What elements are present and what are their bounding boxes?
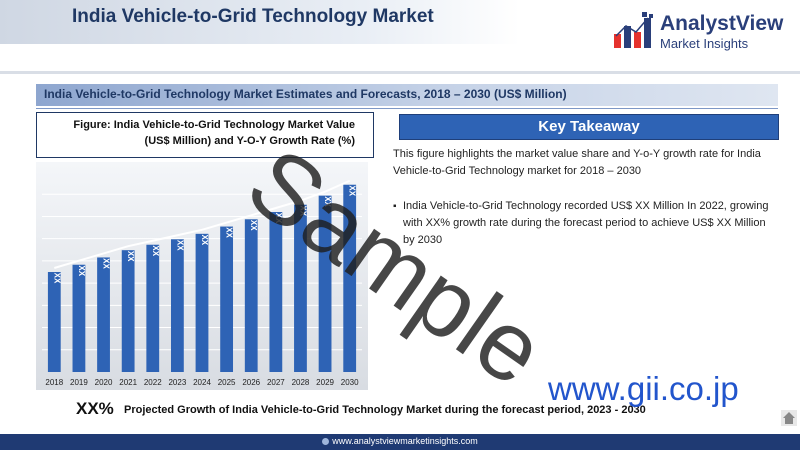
x-tick-2026: 2026 [242, 378, 260, 387]
gii-watermark-link[interactable]: www.gii.co.jp [548, 370, 739, 407]
header-band [0, 0, 520, 44]
bar-2027 [269, 212, 283, 372]
key-takeaway-header: Key Takeaway [399, 114, 779, 140]
page-title: India Vehicle-to-Grid Technology Market [72, 6, 434, 27]
section-underline [36, 108, 778, 109]
data-label-2020: XX [102, 258, 111, 269]
data-label-2025: XX [225, 227, 234, 238]
bar-2025 [220, 226, 234, 372]
x-tick-2020: 2020 [95, 378, 113, 387]
takeaway-bullet: ▪ India Vehicle-to-Grid Technology recor… [393, 198, 778, 249]
x-tick-2028: 2028 [292, 378, 310, 387]
section-bar: India Vehicle-to-Grid Technology Market … [36, 84, 778, 106]
x-tick-2018: 2018 [45, 378, 63, 387]
data-label-2029: XX [323, 196, 332, 207]
brand-name: AnalystView [660, 12, 784, 35]
x-tick-2029: 2029 [316, 378, 334, 387]
data-label-2023: XX [175, 240, 184, 251]
growth-value: XX% [76, 399, 114, 418]
globe-icon [322, 438, 330, 445]
key-takeaway-title: Key Takeaway [538, 118, 640, 135]
figure-caption-box: Figure: India Vehicle-to-Grid Technology… [36, 112, 374, 158]
bullet-icon: ▪ [393, 201, 397, 212]
bar-2023 [170, 239, 184, 372]
bar-chart-logo-icon [614, 12, 653, 48]
x-tick-2022: 2022 [144, 378, 162, 387]
bar-2021 [121, 250, 135, 372]
bar-2024 [195, 233, 209, 372]
bar-2018 [47, 272, 61, 372]
figure-caption: Figure: India Vehicle-to-Grid Technology… [73, 119, 355, 147]
footer-url[interactable]: www.analystviewmarketinsights.com [332, 436, 478, 446]
bar-chart: XX 2018 XX 2019 XX 2020 XX 2021 XX 2022 XX 2023 XX 20… [42, 179, 362, 387]
data-label-2026: XX [249, 220, 258, 231]
x-tick-2021: 2021 [119, 378, 137, 387]
x-tick-2030: 2030 [341, 378, 359, 387]
data-label-2028: XX [298, 205, 307, 216]
brand-logo[interactable]: AnalystView Market Insights [612, 6, 792, 56]
data-label-2019: XX [77, 265, 86, 276]
chart-panel: XX 2018 XX 2019 XX 2020 XX 2021 XX 2022 XX 2023 XX 20… [36, 162, 368, 390]
bar-2026 [244, 219, 258, 372]
section-title: India Vehicle-to-Grid Technology Market … [44, 87, 567, 101]
home-icon[interactable] [781, 410, 797, 426]
bar-2028 [294, 204, 307, 372]
growth-text: Projected Growth of India Vehicle-to-Gri… [124, 404, 646, 416]
brand-subtitle: Market Insights [660, 36, 749, 51]
takeaway-bullet-text: India Vehicle-to-Grid Technology recorde… [403, 200, 769, 246]
x-tick-2025: 2025 [218, 378, 236, 387]
x-tick-2024: 2024 [193, 378, 211, 387]
growth-trend-line [54, 179, 351, 269]
footer-link[interactable]: www.analystviewmarketinsights.com [0, 436, 800, 446]
x-tick-2019: 2019 [70, 378, 88, 387]
data-label-2030: XX [348, 185, 357, 196]
data-label-2024: XX [200, 234, 209, 245]
bar-2020 [97, 257, 110, 372]
bar-2029 [318, 195, 332, 372]
x-tick-2027: 2027 [267, 378, 285, 387]
header-divider [0, 71, 800, 74]
data-label-2022: XX [151, 245, 160, 256]
data-label-2021: XX [126, 251, 135, 262]
bar-2019 [72, 264, 86, 372]
x-tick-2023: 2023 [168, 378, 186, 387]
takeaway-intro: This figure highlights the market value … [393, 148, 761, 177]
data-label-2027: XX [274, 213, 283, 224]
footer: www.analystviewmarketinsights.com [0, 434, 800, 450]
bar-2030 [343, 184, 357, 372]
data-label-2018: XX [52, 273, 61, 284]
bar-2022 [146, 244, 160, 372]
